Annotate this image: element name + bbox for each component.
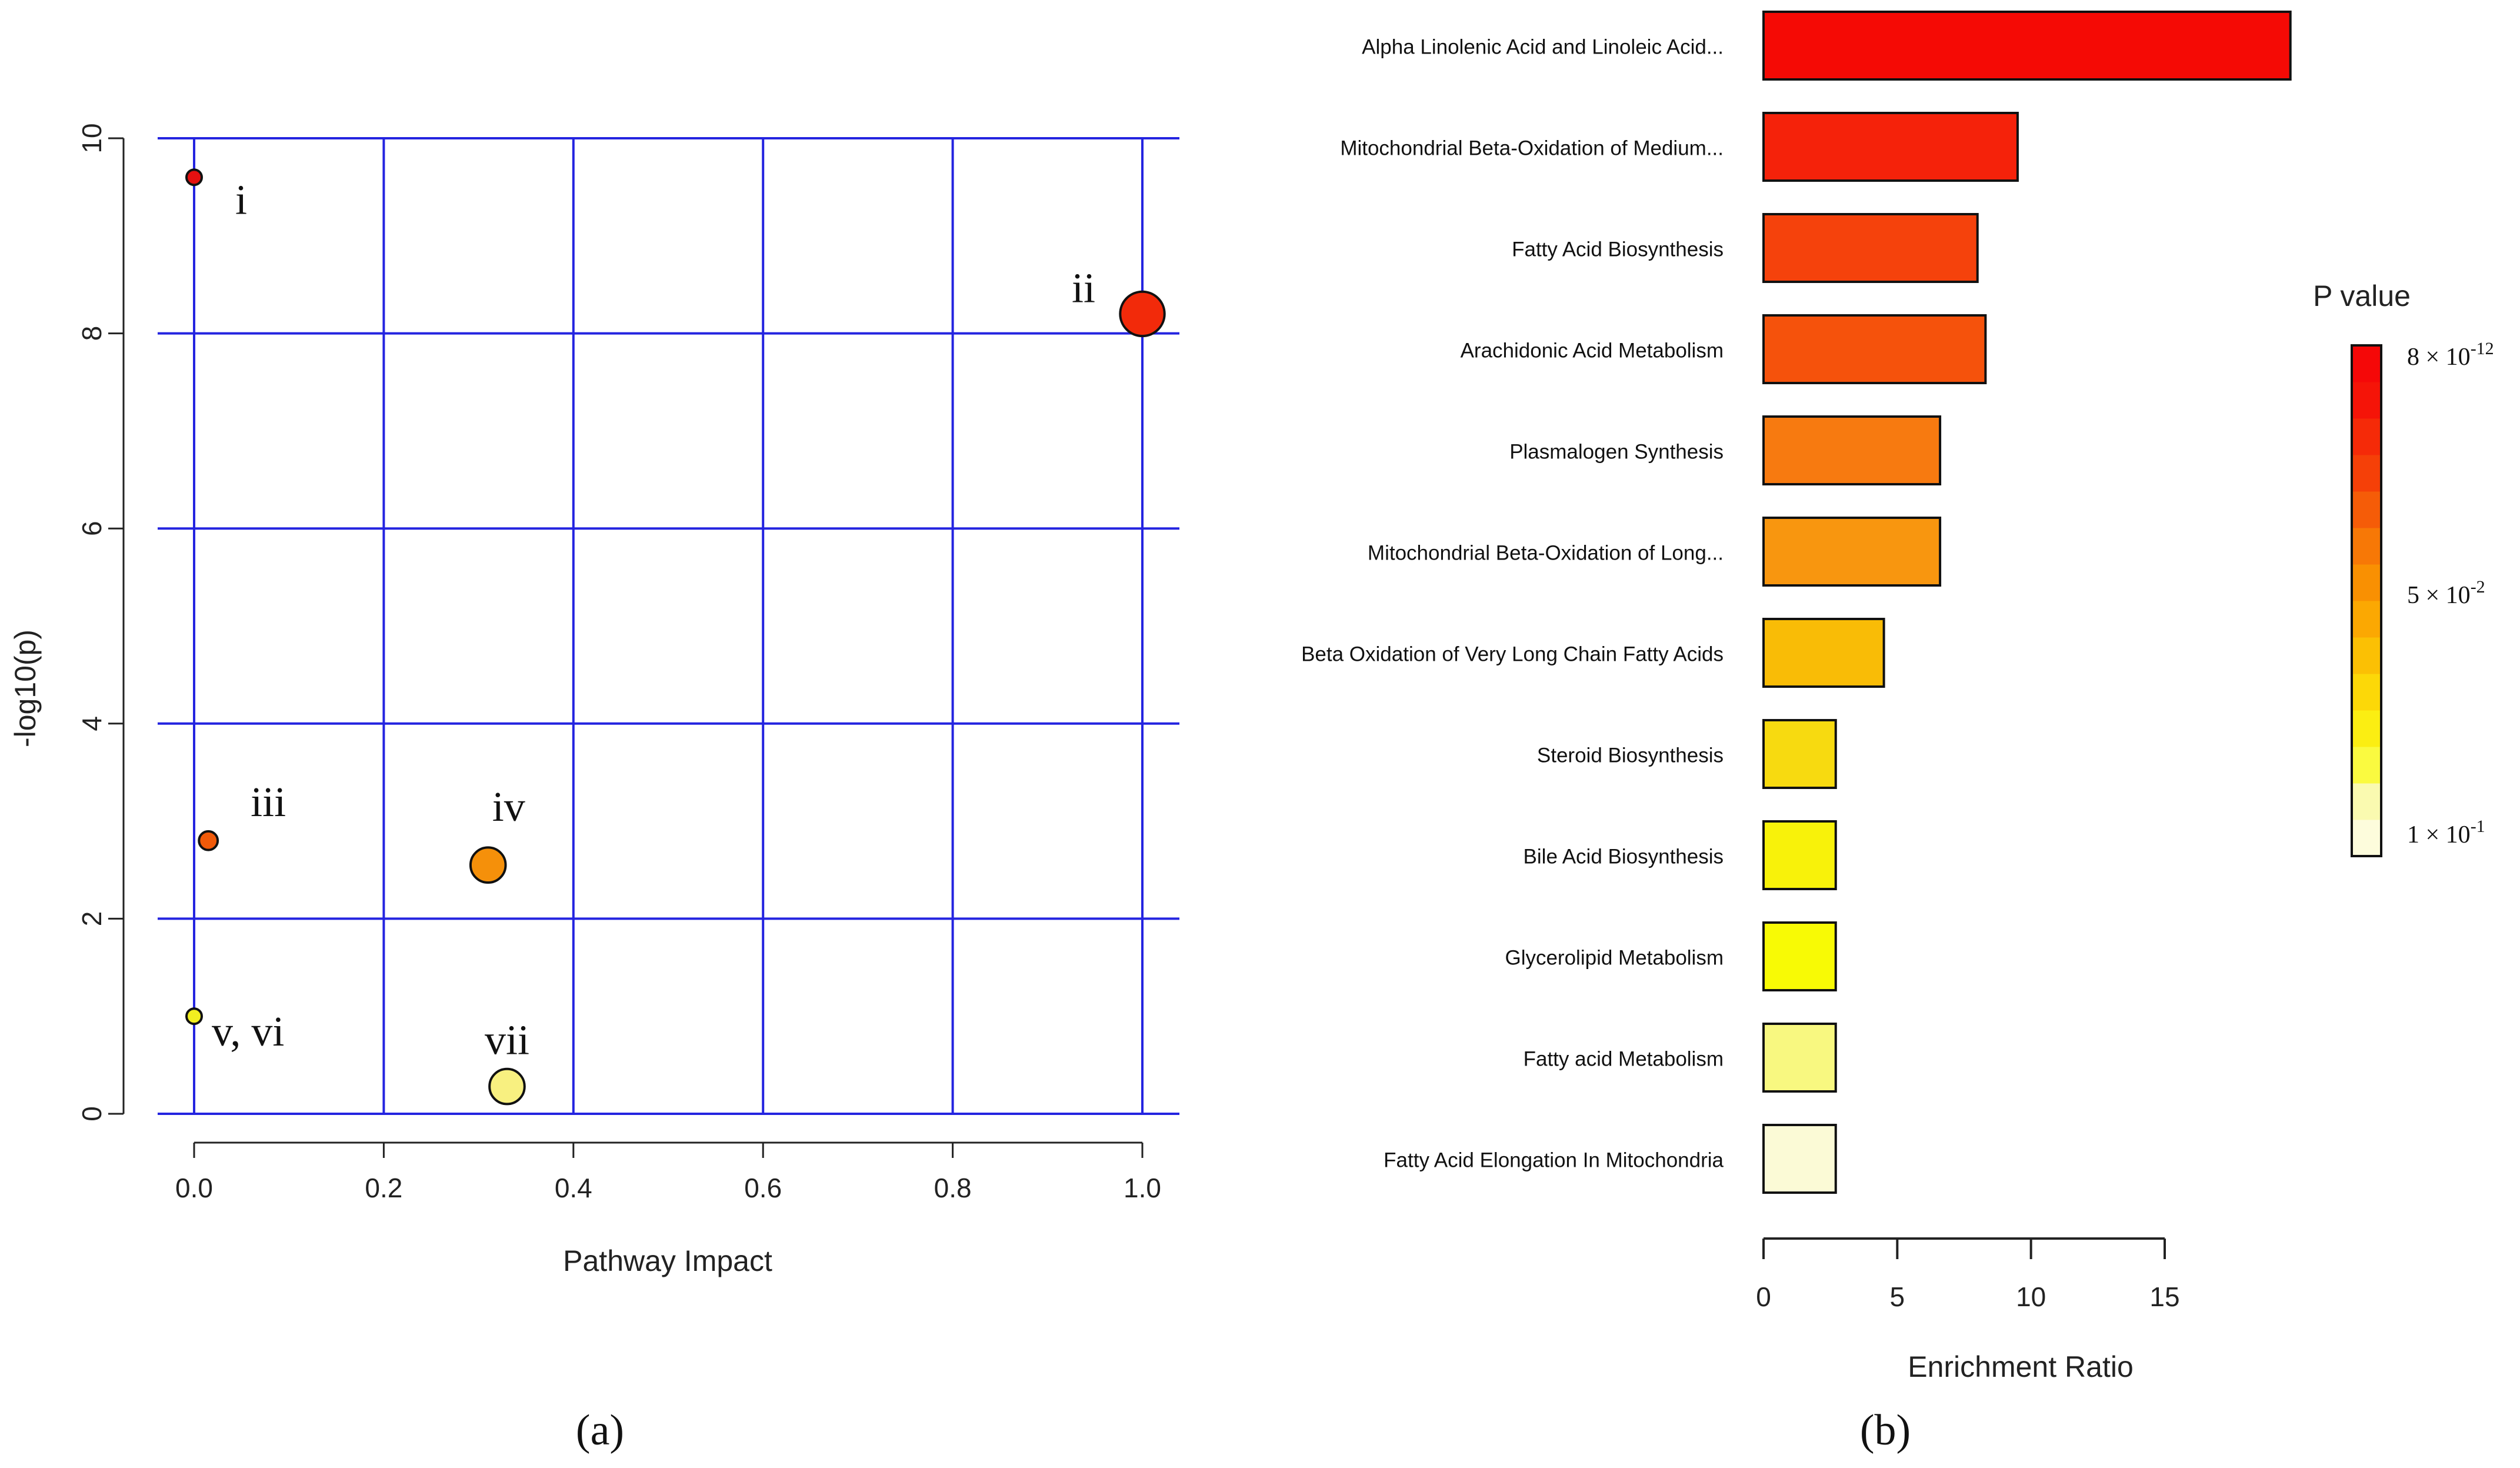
legend-label-mid: 5 × 10-2 — [2407, 577, 2485, 609]
b-bar — [1762, 415, 1942, 485]
a-x-tick-label: 0.8 — [934, 1173, 972, 1203]
a-axes: 0.0 0.2 0.4 0.6 0.8 1.0 0 2 4 6 8 10 — [76, 123, 1161, 1203]
legend-cell — [2352, 710, 2381, 747]
legend-label-top: 8 × 10-12 — [2407, 339, 2494, 371]
a-y-tick-label: 4 — [76, 716, 107, 731]
a-y-tick-label: 2 — [76, 911, 107, 927]
a-x-tick-label: 1.0 — [1124, 1173, 1161, 1203]
legend-cell — [2352, 637, 2381, 674]
b-category-label: Fatty Acid Biosynthesis — [1512, 238, 1724, 261]
b-panel-label: (b) — [1860, 1406, 1911, 1454]
legend-title: P value — [2313, 279, 2411, 312]
b-x-tick-label: 15 — [2149, 1281, 2179, 1312]
a-x-tick-label: 0.2 — [365, 1173, 402, 1203]
b-bar — [1762, 213, 1979, 283]
b-bar — [1762, 618, 1885, 688]
b-category-label: Fatty acid Metabolism — [1524, 1048, 1724, 1071]
legend-cell — [2352, 674, 2381, 711]
a-point-ii — [1119, 290, 1166, 338]
b-category-label: Fatty Acid Elongation In Mitochondria — [1384, 1149, 1724, 1172]
legend-cell — [2352, 382, 2381, 419]
b-bar — [1762, 314, 1987, 384]
legend-cell — [2352, 747, 2381, 784]
a-point-vvi — [185, 1007, 203, 1026]
a-panel-label: (a) — [576, 1406, 624, 1454]
legend-cell — [2352, 601, 2381, 638]
b-category-labels: Alpha Linolenic Acid and Linoleic Acid..… — [1301, 36, 1724, 1172]
a-points — [185, 168, 1166, 1106]
b-bar — [1762, 517, 1942, 587]
b-category-label: Plasmalogen Synthesis — [1509, 441, 1724, 464]
b-x-tick-label: 5 — [1890, 1281, 1905, 1312]
b-category-label: Steroid Biosynthesis — [1537, 744, 1724, 767]
a-point-label: i — [235, 176, 247, 223]
b-x-axis-label: Enrichment Ratio — [1908, 1350, 2134, 1383]
panel-b-bar: Alpha Linolenic Acid and Linoleic Acid..… — [1301, 11, 2494, 1454]
a-x-tick-label: 0.4 — [555, 1173, 592, 1203]
b-x-tick-label: 10 — [2016, 1281, 2046, 1312]
legend-cell — [2352, 564, 2381, 601]
b-bar — [1762, 921, 1837, 991]
b-bar — [1762, 112, 2019, 182]
a-point-label: ii — [1072, 264, 1095, 311]
a-point-iii — [198, 830, 219, 851]
legend-cell — [2352, 491, 2381, 528]
a-y-axis-label: -log10(p) — [9, 630, 42, 747]
b-category-label: Glycerolipid Metabolism — [1505, 947, 1724, 970]
a-point-iv — [469, 846, 507, 884]
a-y-tick-label: 6 — [76, 521, 107, 536]
a-y-tick-label: 10 — [76, 123, 107, 153]
b-bar — [1762, 1124, 1837, 1194]
legend-cell — [2352, 345, 2381, 382]
legend-color-scale — [2351, 344, 2382, 857]
a-x-axis-label: Pathway Impact — [563, 1244, 772, 1277]
a-point-vii — [488, 1067, 526, 1106]
a-point-label: iv — [492, 783, 525, 830]
legend-label-bottom: 1 × 10-1 — [2407, 817, 2485, 848]
b-category-label: Beta Oxidation of Very Long Chain Fatty … — [1301, 643, 1724, 666]
b-category-label: Alpha Linolenic Acid and Linoleic Acid..… — [1362, 36, 1724, 59]
a-point-i — [185, 168, 203, 187]
b-category-label: Arachidonic Acid Metabolism — [1461, 339, 1724, 362]
legend-cell — [2352, 783, 2381, 820]
b-category-label: Mitochondrial Beta-Oxidation of Medium..… — [1340, 137, 1724, 160]
legend-cell — [2352, 455, 2381, 492]
b-category-label: Bile Acid Biosynthesis — [1524, 845, 1724, 868]
legend-cell — [2352, 820, 2381, 857]
b-bar — [1762, 1023, 1837, 1093]
b-bars — [1762, 11, 2292, 1194]
legend-frame — [2351, 344, 2382, 857]
a-point-label: v, vi — [212, 1008, 284, 1055]
b-x-tick-label: 0 — [1756, 1281, 1771, 1312]
a-x-tick-label: 0.6 — [744, 1173, 782, 1203]
b-bar — [1762, 11, 2292, 81]
b-x-axis: 0 5 10 15 — [1756, 1237, 2180, 1312]
a-y-tick-label: 8 — [76, 326, 107, 341]
b-bar — [1762, 820, 1837, 890]
b-bar — [1762, 719, 1837, 789]
a-point-label: vii — [485, 1017, 529, 1064]
legend-cell — [2352, 418, 2381, 455]
a-x-tick-label: 0.0 — [175, 1173, 213, 1203]
a-y-tick-label: 0 — [76, 1106, 107, 1121]
legend-cell — [2352, 528, 2381, 565]
p-value-legend: P value 8 × 10-12 5 × 10-2 1 × 10-1 — [2313, 279, 2494, 857]
b-category-label: Mitochondrial Beta-Oxidation of Long... — [1368, 542, 1724, 565]
a-point-label: iii — [251, 778, 286, 825]
